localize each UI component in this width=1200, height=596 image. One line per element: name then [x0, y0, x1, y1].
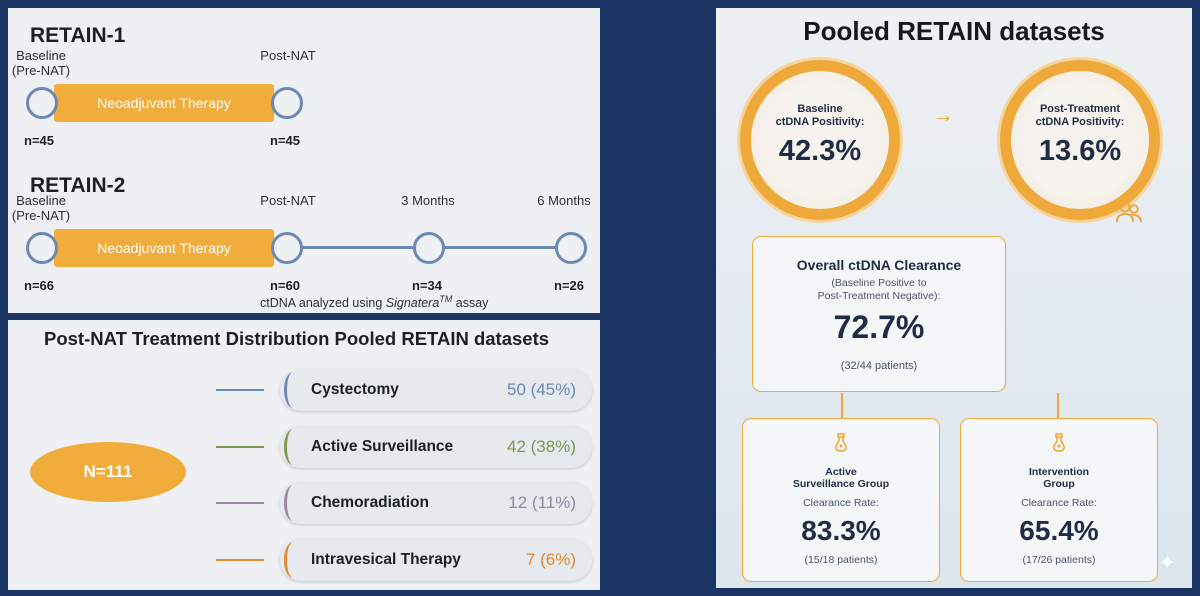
retain1-n-baseline: n=45	[24, 133, 54, 148]
baseline-positivity-label: Baseline ctDNA Positivity:	[775, 103, 865, 128]
overall-clearance-subtitle: (Baseline Positive to Post-Treatment Neg…	[817, 277, 941, 302]
active-surveillance-value: 83.3%	[801, 515, 881, 546]
sparkle-icon: ✦	[1158, 550, 1177, 575]
pill-arc	[284, 542, 302, 578]
active-surveillance-title: Active Surveillance Group	[792, 466, 890, 490]
treatment-pill: Active Surveillance 42 (38%)	[280, 426, 592, 468]
connector-line	[216, 502, 264, 504]
retain2-6months-label: 6 Months	[537, 193, 591, 208]
distribution-row: Intravesical Therapy 7 (6%)	[216, 539, 594, 581]
retain1-postnat-label: Post-NAT	[260, 48, 316, 63]
distribution-row: Active Surveillance 42 (38%)	[216, 426, 594, 468]
arrow-right-icon: →	[932, 102, 954, 127]
pill-arc	[284, 372, 302, 408]
retain2-n-3months: n=34	[412, 278, 442, 293]
treatment-value: 12 (11%)	[508, 493, 576, 512]
treatment-value: 42 (38%)	[507, 437, 576, 456]
retain1-postnat-node	[271, 87, 303, 119]
treatment-name: Active Surveillance	[311, 438, 454, 455]
baseline-positivity-ring: Baseline ctDNA Positivity: 42.3%	[740, 60, 900, 220]
retain2-3months-node	[413, 232, 445, 264]
pill-arc	[284, 429, 302, 465]
intervention-rate-label: Clearance Rate:	[1021, 497, 1097, 509]
retain1-baseline-node	[26, 87, 58, 119]
retain2-postnat-label: Post-NAT	[260, 193, 316, 208]
retain2-n-6months: n=26	[554, 278, 584, 293]
intervention-box: Intervention Group Clearance Rate: 65.4%…	[960, 418, 1158, 582]
distribution-row: Cystectomy 50 (45%)	[216, 369, 594, 411]
retain2-therapy-bar: Neoadjuvant Therapy	[54, 229, 274, 267]
baseline-positivity-value: 42.3%	[778, 135, 862, 167]
flask-icon	[1053, 433, 1065, 452]
retain2-n-postnat: n=60	[270, 278, 300, 293]
connector-right	[1057, 393, 1059, 418]
overall-clearance-patients: (32/44 patients)	[840, 360, 918, 372]
treatment-pill: Cystectomy 50 (45%)	[280, 369, 592, 411]
treatment-name: Cystectomy	[311, 381, 399, 398]
people-icon	[1116, 201, 1142, 223]
retain2-3months-label: 3 Months	[401, 193, 455, 208]
connector-line	[216, 559, 264, 561]
connector-line	[216, 389, 264, 391]
overall-clearance-value: 72.7%	[833, 309, 925, 345]
retain2-n-baseline: n=66	[24, 278, 54, 293]
treatment-value: 50 (45%)	[507, 380, 576, 399]
active-surveillance-box: Active Surveillance Group Clearance Rate…	[742, 418, 940, 582]
assay-note: ctDNA analyzed using SignateraTM assay	[260, 294, 489, 311]
active-surveillance-rate-label: Clearance Rate:	[803, 497, 879, 509]
pill-arc	[284, 485, 302, 521]
pooled-panel: Pooled RETAIN datasets Baseline ctDNA Po…	[716, 8, 1192, 588]
distribution-title: Post-NAT Treatment Distribution Pooled R…	[44, 328, 550, 349]
flask-icon	[835, 433, 847, 452]
treatment-name: Chemoradiation	[311, 494, 429, 511]
connector-line	[216, 446, 264, 448]
post-treatment-positivity-label: Post-Treatment ctDNA Positivity:	[1035, 103, 1125, 128]
treatment-pill: Intravesical Therapy 7 (6%)	[280, 539, 592, 581]
retain2-baseline-label: Baseline (Pre-NAT)	[11, 193, 71, 223]
connector-left	[841, 393, 843, 418]
retain1-n-postnat: n=45	[270, 133, 300, 148]
post-treatment-positivity-ring: Post-Treatment ctDNA Positivity: 13.6%	[1000, 60, 1160, 220]
retain2-6months-node	[555, 232, 587, 264]
retain2-baseline-node	[26, 232, 58, 264]
retain1-therapy-bar: Neoadjuvant Therapy	[54, 84, 274, 122]
retain2-title: RETAIN-2	[30, 174, 126, 197]
retain2-postnat-node	[271, 232, 303, 264]
distribution-row: Chemoradiation 12 (11%)	[216, 482, 594, 524]
intervention-title: Intervention Group	[1028, 466, 1090, 490]
retain1-baseline-label: Baseline (Pre-NAT)	[11, 48, 71, 78]
treatment-pill: Chemoradiation 12 (11%)	[280, 482, 592, 524]
total-n-ellipse: N=111	[30, 442, 186, 502]
overall-clearance-box: Overall ctDNA Clearance (Baseline Positi…	[752, 236, 1006, 392]
overall-clearance-title: Overall ctDNA Clearance	[796, 257, 962, 273]
post-treatment-positivity-value: 13.6%	[1038, 135, 1122, 167]
treatment-name: Intravesical Therapy	[311, 551, 461, 568]
distribution-panel: Post-NAT Treatment Distribution Pooled R…	[8, 320, 600, 590]
active-surveillance-patients: (15/18 patients)	[804, 554, 878, 566]
treatment-value: 7 (6%)	[525, 550, 576, 569]
intervention-patients: (17/26 patients)	[1022, 554, 1096, 566]
intervention-value: 65.4%	[1019, 515, 1099, 546]
pooled-title: Pooled RETAIN datasets	[803, 16, 1105, 46]
retain1-title: RETAIN-1	[30, 24, 126, 47]
timelines-panel: RETAIN-1 Baseline (Pre-NAT) Post-NAT Neo…	[8, 8, 600, 313]
